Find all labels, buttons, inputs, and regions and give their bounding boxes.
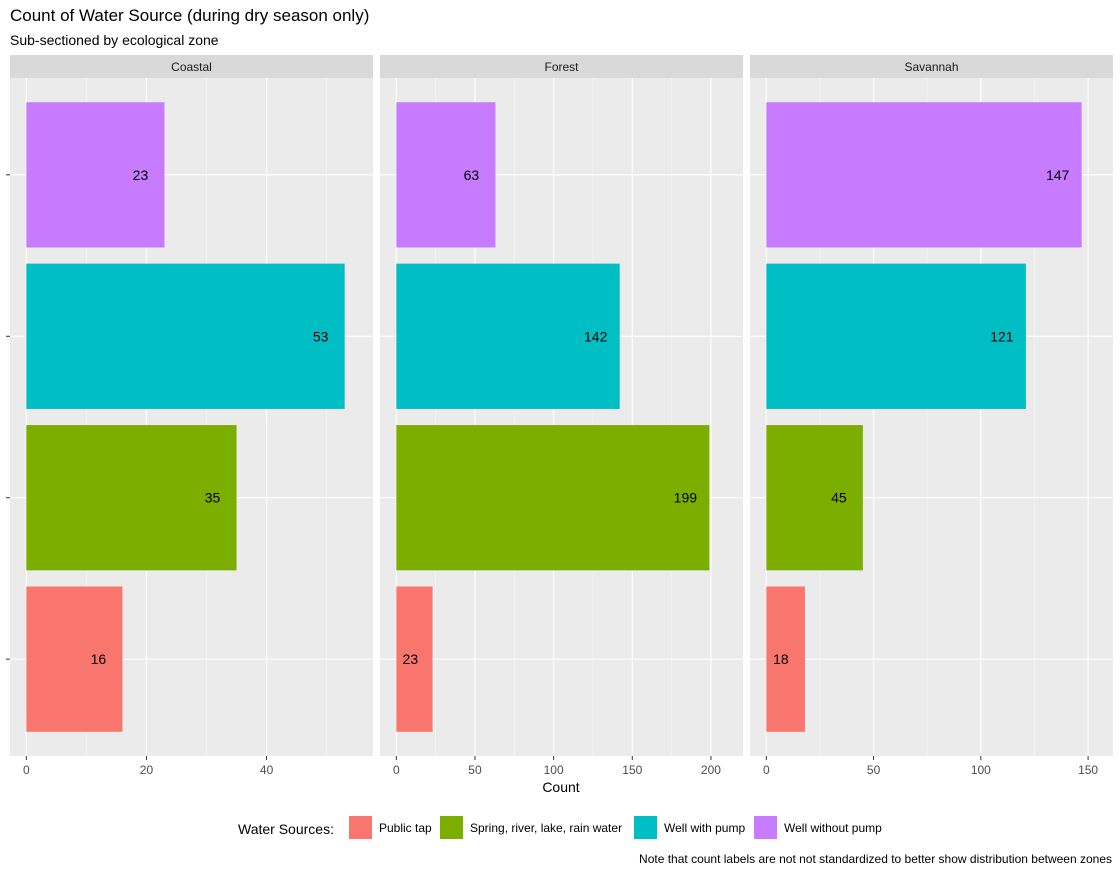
x-tick-label: 40 bbox=[260, 763, 274, 777]
data-label: 63 bbox=[464, 167, 480, 183]
data-label: 199 bbox=[674, 490, 698, 506]
legend-label-public-tap: Public tap bbox=[379, 821, 432, 835]
facet-label-coastal: Coastal bbox=[171, 60, 212, 74]
bar-forest-spring-river-lake-rain-water bbox=[396, 425, 710, 571]
bar-coastal-public-tap bbox=[26, 586, 123, 732]
data-label: 142 bbox=[584, 328, 608, 344]
legend-key-well-with-pump bbox=[634, 816, 657, 839]
bar-coastal-spring-river-lake-rain-water bbox=[26, 425, 237, 571]
x-tick-label: 150 bbox=[622, 763, 642, 777]
faceted-bar-chart: Coastal 0 20 40 16 35 53 23 Forest 0 50 100 150 200 23… bbox=[6, 55, 1113, 795]
facet-strip-forest bbox=[380, 55, 743, 78]
data-label: 18 bbox=[773, 651, 789, 667]
bar-savannah-public-tap bbox=[766, 586, 805, 732]
x-tick-label: 150 bbox=[1078, 763, 1098, 777]
bar-forest-public-tap bbox=[396, 586, 433, 732]
data-label: 23 bbox=[403, 651, 419, 667]
x-tick-label: 20 bbox=[140, 763, 154, 777]
x-tick-label: 200 bbox=[701, 763, 721, 777]
x-tick-label: 0 bbox=[23, 763, 30, 777]
facet-label-savannah: Savannah bbox=[904, 60, 958, 74]
bar-forest-well-with-pump bbox=[396, 263, 620, 409]
bar-forest-well-without-pump bbox=[396, 102, 496, 248]
data-label: 16 bbox=[91, 651, 107, 667]
bar-coastal-well-with-pump bbox=[26, 263, 345, 409]
x-tick-label: 50 bbox=[468, 763, 482, 777]
legend: Water Sources: Public tap Spring, river,… bbox=[0, 816, 1120, 842]
data-label: 53 bbox=[313, 328, 329, 344]
legend-label-well-without-pump: Well without pump bbox=[784, 821, 882, 835]
facet-label-forest: Forest bbox=[544, 60, 579, 74]
bar-savannah-spring-river-lake-rain-water bbox=[766, 425, 863, 571]
chart-caption: Note that count labels are not not stand… bbox=[639, 852, 1112, 866]
x-tick-label: 100 bbox=[971, 763, 991, 777]
legend-title: Water Sources: bbox=[238, 821, 334, 837]
legend-key-public-tap bbox=[349, 816, 372, 839]
data-label: 121 bbox=[990, 328, 1014, 344]
x-tick-label: 0 bbox=[763, 763, 770, 777]
x-tick-label: 0 bbox=[393, 763, 400, 777]
legend-label-well-with-pump: Well with pump bbox=[664, 821, 746, 835]
legend-label-spring-river: Spring, river, lake, rain water bbox=[470, 821, 623, 835]
bar-savannah-well-with-pump bbox=[766, 263, 1026, 409]
chart-subtitle: Sub-sectioned by ecological zone bbox=[10, 32, 219, 48]
data-label: 23 bbox=[133, 167, 149, 183]
legend-key-well-without-pump bbox=[754, 816, 777, 839]
legend-key-spring-river bbox=[440, 816, 463, 839]
x-axis-title: Count bbox=[542, 779, 579, 795]
facet-strip-savannah bbox=[750, 55, 1113, 78]
x-tick-label: 50 bbox=[867, 763, 881, 777]
x-tick-label: 100 bbox=[544, 763, 564, 777]
chart-title: Count of Water Source (during dry season… bbox=[10, 6, 370, 25]
data-label: 35 bbox=[205, 490, 221, 506]
facet-strip-coastal bbox=[10, 55, 373, 78]
data-label: 147 bbox=[1046, 167, 1070, 183]
bar-coastal-well-without-pump bbox=[26, 102, 165, 248]
bar-savannah-well-without-pump bbox=[766, 102, 1082, 248]
data-label: 45 bbox=[831, 490, 847, 506]
